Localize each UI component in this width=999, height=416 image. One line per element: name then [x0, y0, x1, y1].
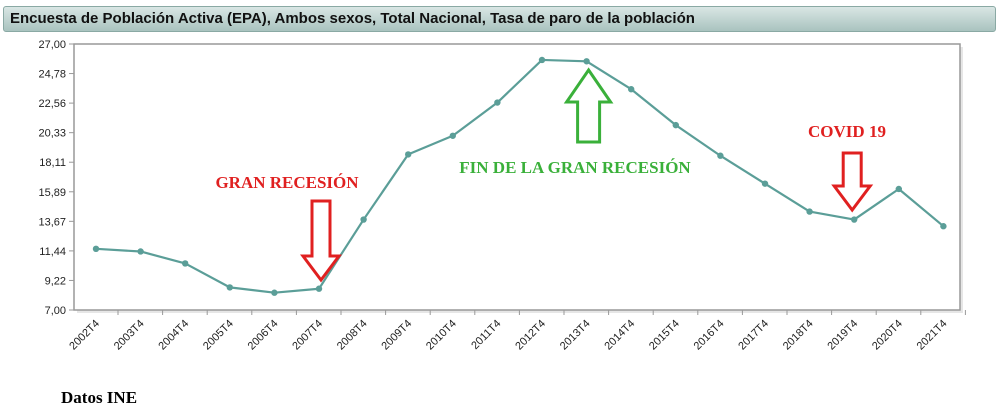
- data-point: [583, 58, 590, 65]
- y-tick-label: 27,00: [38, 39, 66, 51]
- x-tick-label: 2007T4: [290, 318, 325, 353]
- data-point: [940, 223, 947, 230]
- x-tick-label: 2003T4: [112, 318, 147, 353]
- data-point: [628, 86, 635, 93]
- x-tick-label: 2004T4: [156, 318, 191, 353]
- data-point: [672, 121, 679, 129]
- data-point: [271, 289, 278, 296]
- y-tick-label: 9,22: [45, 275, 66, 287]
- x-tick-label: 2016T4: [692, 318, 727, 353]
- data-point: [182, 260, 189, 267]
- x-tick-label: 2012T4: [513, 318, 548, 353]
- series-line: [95, 58, 945, 294]
- y-tick-label: 15,89: [38, 187, 66, 199]
- plot-area: [73, 43, 961, 311]
- data-point: [315, 285, 323, 292]
- x-tick-label: 2011T4: [469, 318, 503, 352]
- annotation-label: GRAN RECESIÓN: [215, 173, 359, 192]
- y-tick-label: 18,11: [39, 157, 66, 169]
- x-tick-label: 2002T4: [67, 318, 102, 353]
- source-label: Datos INE: [61, 388, 138, 407]
- x-tick-label: 2017T4: [736, 318, 771, 353]
- data-point: [137, 248, 144, 255]
- x-tick-label: 2005T4: [201, 318, 236, 353]
- arrow-up-icon: [563, 67, 614, 144]
- annotation-label: COVID 19: [808, 122, 886, 141]
- data-point: [761, 180, 769, 187]
- x-tick-label: 2018T4: [781, 318, 816, 353]
- x-tick-label: 2008T4: [335, 318, 370, 353]
- x-tick-label: 2009T4: [379, 318, 414, 353]
- annotation-label: FIN DE LA GRAN RECESIÓN: [459, 158, 691, 177]
- y-tick-label: 7,00: [45, 305, 66, 317]
- arrow-down-icon: [831, 151, 874, 213]
- data-point: [717, 152, 724, 159]
- data-point: [806, 208, 813, 215]
- data-point: [405, 151, 412, 158]
- x-tick-label: 2010T4: [424, 318, 459, 353]
- data-points: [92, 56, 947, 296]
- annotations: GRAN RECESIÓN FIN DE LA GRAN RECESIÓN COVI…: [215, 67, 886, 283]
- series-line-path: [95, 58, 945, 294]
- y-tick-label: 22,56: [38, 98, 66, 110]
- data-point: [494, 99, 501, 106]
- y-tick-label: 13,67: [38, 216, 66, 228]
- x-tick-label: 2020T4: [870, 318, 905, 353]
- data-point: [226, 284, 233, 291]
- data-point: [895, 185, 902, 193]
- x-tick-label: 2013T4: [558, 318, 593, 353]
- y-tick-label: 24,78: [38, 69, 66, 81]
- data-point: [92, 245, 100, 253]
- arrow-down-icon: [300, 199, 342, 283]
- y-tick-label: 20,33: [38, 128, 66, 140]
- x-tick-label: 2014T4: [602, 318, 637, 353]
- chart-title: Encuesta de Población Activa (EPA), Ambo…: [3, 6, 996, 32]
- x-tick-label: 2006T4: [246, 318, 281, 353]
- x-axis-ticks: 2002T4 2003T4 2004T4 2005T4 2006T4 2007T4 2008…: [67, 318, 949, 353]
- axes: [69, 43, 966, 315]
- data-point: [851, 216, 858, 223]
- y-tick-label: 11,44: [39, 246, 66, 258]
- data-point: [538, 56, 546, 64]
- data-point: [360, 216, 367, 223]
- x-tick-label: 2019T4: [825, 318, 860, 353]
- data-point: [449, 132, 456, 139]
- x-tick-label: 2015T4: [647, 318, 682, 353]
- y-axis-ticks: 27,00 24,78 22,56 20,33 18,11 15,89 13,67 11,44…: [38, 39, 66, 317]
- x-tick-label: 2021T4: [915, 318, 950, 353]
